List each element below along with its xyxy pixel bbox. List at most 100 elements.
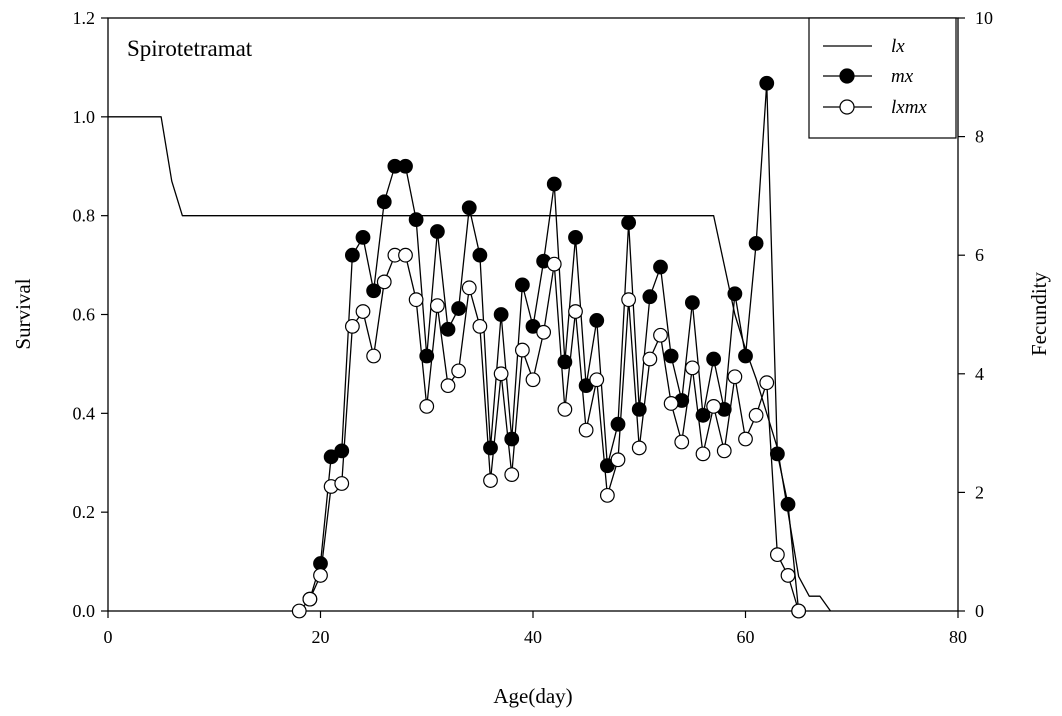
point-lxmx [748, 407, 764, 423]
point-lxmx [493, 366, 509, 382]
point-mx [684, 295, 700, 311]
point-lxmx [759, 375, 775, 391]
series-line-lx [108, 116, 832, 612]
point-lxmx [419, 399, 435, 414]
y-tick-label: 0.8 [73, 206, 96, 226]
point-mx [546, 176, 562, 192]
point-mx [504, 431, 520, 447]
legend-entry-mx: mx [823, 66, 914, 87]
point-lxmx [514, 342, 530, 358]
point-lxmx [642, 351, 658, 367]
point-lxmx [706, 399, 722, 414]
legend-marker-mx [839, 68, 855, 84]
series-layer [108, 75, 832, 619]
point-mx [451, 301, 467, 316]
point-lxmx [738, 431, 753, 447]
point-lxmx [769, 547, 785, 563]
point-lxmx [791, 603, 807, 619]
point-mx [589, 313, 605, 328]
x-tick-label: 40 [524, 627, 542, 647]
point-mx [738, 348, 753, 364]
point-mx [355, 230, 371, 245]
point-lxmx [695, 446, 711, 462]
point-lxmx [568, 304, 583, 319]
point-mx [334, 443, 350, 459]
point-lxmx [716, 443, 732, 459]
point-mx [568, 230, 583, 245]
point-mx [514, 277, 530, 293]
point-lxmx [483, 473, 498, 488]
y2-tick-label: 8 [975, 127, 984, 147]
point-lxmx [429, 298, 445, 314]
point-mx [642, 289, 658, 305]
y-tick-label: 1.0 [73, 107, 96, 127]
y2-tick-label: 4 [975, 364, 984, 384]
x-tick-label: 80 [949, 627, 967, 647]
axis-ticks: 0 20 40 60 80 0.0 0.2 0.4 0.6 0.8 1.0 1.2 0 2 4 6 8 10 [73, 8, 994, 647]
point-lxmx [504, 467, 520, 483]
x-axis-title: Age(day) [493, 684, 572, 708]
legend-box [808, 17, 957, 139]
point-mx [621, 215, 637, 230]
y-tick-label: 0.4 [73, 403, 96, 423]
y2-tick-label: 10 [975, 8, 993, 28]
point-lxmx [727, 369, 743, 385]
point-mx [727, 286, 743, 302]
y2-tick-label: 2 [975, 482, 984, 502]
x-tick-label: 0 [104, 627, 113, 647]
point-lxmx [302, 591, 318, 607]
point-lxmx [525, 372, 541, 388]
legend-label-lxmx: lxmx [891, 97, 927, 118]
point-mx [631, 401, 647, 417]
point-mx [344, 247, 360, 263]
point-lxmx [546, 256, 562, 272]
point-mx [419, 348, 435, 364]
point-lxmx [355, 304, 371, 319]
point-lxmx [674, 434, 690, 450]
point-lxmx [599, 487, 615, 503]
point-mx [398, 158, 413, 174]
point-mx [780, 496, 796, 512]
legend-label-mx: mx [891, 66, 914, 87]
y2-tick-label: 0 [975, 601, 984, 621]
point-mx [557, 354, 573, 370]
point-mx [610, 416, 626, 432]
point-lxmx [621, 292, 637, 308]
point-lxmx [408, 292, 424, 308]
point-lxmx [344, 318, 360, 334]
legend-marker-lxmx [839, 99, 855, 115]
y2-tick-label: 6 [975, 245, 984, 265]
chart-title: Spirotetramat [127, 36, 253, 61]
point-mx [461, 200, 477, 216]
point-lxmx [376, 274, 392, 290]
point-mx [408, 212, 424, 228]
point-lxmx [684, 360, 700, 376]
point-lxmx [366, 348, 382, 364]
point-mx [493, 307, 509, 322]
point-mx [366, 283, 382, 299]
point-lxmx [440, 378, 456, 394]
point-mx [663, 348, 679, 364]
y2-axis-title: Fecundity [1027, 272, 1051, 356]
point-lxmx [313, 568, 328, 583]
point-lxmx [291, 603, 307, 619]
point-mx [695, 407, 711, 423]
point-lxmx [663, 396, 679, 411]
x-tick-label: 60 [737, 627, 755, 647]
legend: lx mx lxmx [808, 17, 957, 139]
point-lxmx [398, 247, 413, 263]
y-tick-label: 1.2 [73, 8, 96, 28]
point-lxmx [472, 318, 488, 334]
series-line-lxmx [298, 254, 800, 612]
point-mx [440, 321, 456, 337]
y-tick-label: 0.2 [73, 502, 96, 522]
point-lxmx [461, 280, 477, 296]
point-mx [759, 75, 775, 91]
point-mx [769, 446, 785, 462]
point-lxmx [536, 324, 552, 340]
point-mx [653, 259, 668, 275]
legend-entry-lx: lx [823, 36, 905, 57]
point-mx [472, 247, 488, 263]
y-tick-label: 0.0 [73, 601, 96, 621]
point-lxmx [557, 401, 573, 417]
